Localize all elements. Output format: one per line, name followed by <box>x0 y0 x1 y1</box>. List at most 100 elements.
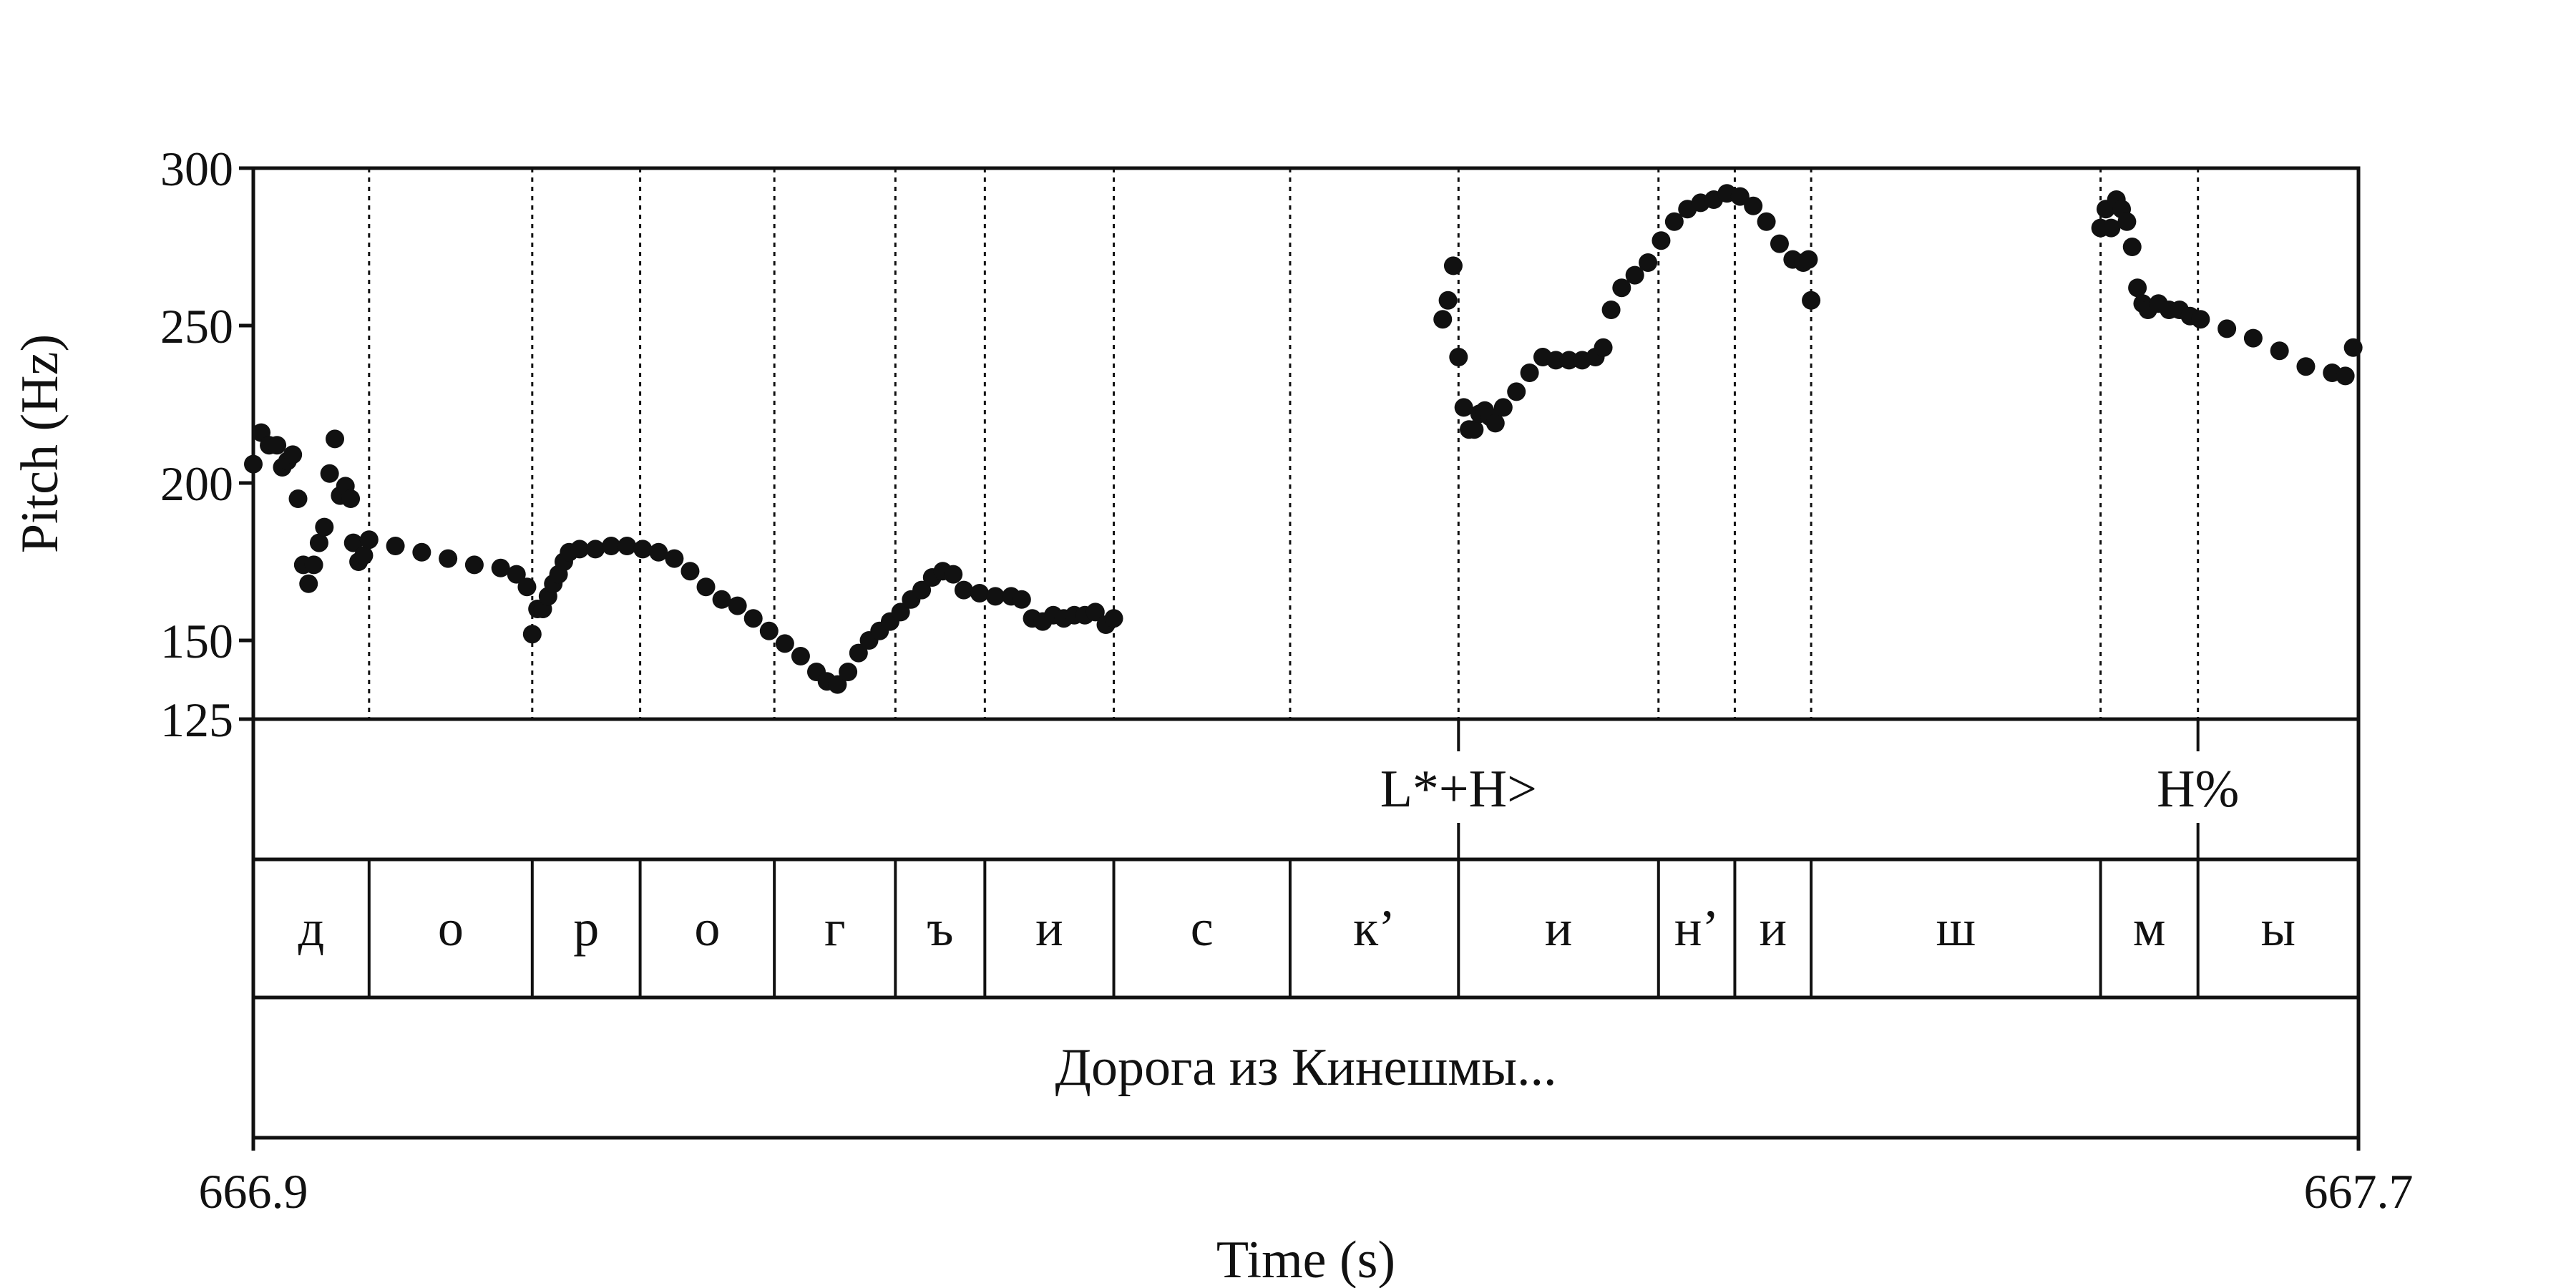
x-tick-label-end: 667.7 <box>2304 1164 2414 1219</box>
pitch-point-91 <box>1493 398 1513 417</box>
pitch-point-80 <box>1433 310 1453 329</box>
segment-labels: д о р о г ъ и с к’ и н’ и ш м ы <box>298 899 2296 957</box>
pitch-point-65 <box>944 565 963 584</box>
pitch-point-46 <box>712 590 731 609</box>
pitch-point-103 <box>1639 253 1658 272</box>
pitch-point-67 <box>970 584 989 602</box>
word-label-0: Дорога из Кинешмы... <box>1055 1038 1557 1097</box>
pitch-point-11 <box>309 533 328 552</box>
pitch-point-92 <box>1507 382 1526 401</box>
pitch-point-123 <box>2117 212 2137 231</box>
x-axis-label: Time (s) <box>1216 1231 1395 1288</box>
word-tier <box>251 995 2361 1140</box>
segment-label-1: о <box>438 899 464 957</box>
pitch-point-83 <box>1449 348 1468 366</box>
pitch-point-54 <box>828 675 847 694</box>
pitch-point-13 <box>320 464 339 483</box>
pitch-point-43 <box>665 549 684 568</box>
pitch-point-47 <box>728 596 747 615</box>
segment-label-14: ы <box>2261 899 2296 957</box>
segment-label-11: и <box>1759 899 1787 957</box>
pitch-point-50 <box>775 634 794 653</box>
pitch-point-70 <box>1012 590 1031 609</box>
segment-label-5: ъ <box>927 899 953 957</box>
segment-label-8: к’ <box>1353 899 1395 957</box>
y-axis-ticks: 125 150 200 250 300 <box>160 142 253 747</box>
segment-label-12: ш <box>1936 899 1976 957</box>
word-labels: Дорога из Кинешмы... <box>1055 1038 1557 1097</box>
pitch-point-20 <box>354 546 374 565</box>
pitch-point-9 <box>299 574 318 593</box>
pitch-point-132 <box>2191 310 2210 329</box>
pitch-point-113 <box>1770 234 1789 253</box>
pitch-point-120 <box>2102 218 2121 238</box>
pitch-point-138 <box>2336 366 2355 386</box>
pitch-point-56 <box>849 643 868 663</box>
pitch-point-84 <box>1454 398 1473 417</box>
pitch-point-77 <box>1085 602 1105 622</box>
segment-boundary-lines <box>367 168 2200 997</box>
pitch-point-23 <box>412 542 431 562</box>
pitch-point-62 <box>912 580 932 600</box>
pitch-point-112 <box>1757 212 1776 231</box>
pitch-point-117 <box>1802 291 1821 310</box>
pitch-point-55 <box>839 663 858 681</box>
segment-label-9: и <box>1545 899 1573 957</box>
pitch-point-124 <box>2122 238 2142 256</box>
pitch-point-17 <box>341 489 361 508</box>
segment-label-10: н’ <box>1674 899 1719 957</box>
pitch-point-116 <box>1799 250 1818 269</box>
pitch-point-102 <box>1625 265 1644 285</box>
pitch-point-48 <box>743 609 763 628</box>
segment-label-3: о <box>694 899 720 957</box>
pitch-point-111 <box>1744 196 1763 215</box>
pitch-point-133 <box>2218 319 2237 338</box>
pitch-point-39 <box>602 537 621 555</box>
y-axis-label: Pitch (Hz) <box>11 334 69 553</box>
pitch-point-136 <box>2296 357 2316 376</box>
segment-tier <box>251 857 2361 1000</box>
pitch-point-99 <box>1594 338 1613 357</box>
pitch-point-42 <box>649 542 668 562</box>
pitch-point-10 <box>304 555 323 575</box>
pitch-point-93 <box>1520 364 1539 382</box>
segment-label-0: д <box>298 899 325 957</box>
pitch-point-21 <box>359 530 379 550</box>
pitch-point-96 <box>1559 351 1579 370</box>
pitch-point-12 <box>315 517 334 537</box>
pitch-point-105 <box>1664 212 1684 231</box>
pitch-point-79 <box>1104 609 1123 628</box>
pitch-point-125 <box>2128 278 2147 298</box>
pitch-point-24 <box>439 549 458 568</box>
segment-label-7: с <box>1191 899 1214 957</box>
pitch-point-66 <box>954 580 973 600</box>
y-tick-label-0: 125 <box>160 693 233 747</box>
pitch-point-81 <box>1438 291 1458 310</box>
pitch-point-82 <box>1443 256 1463 275</box>
pitch-point-135 <box>2270 341 2289 361</box>
tone-label-1: H% <box>2157 760 2239 819</box>
tone-tier <box>251 717 2361 862</box>
x-tick-label-start: 666.9 <box>199 1164 308 1219</box>
pitch-points <box>244 184 2363 694</box>
pitch-point-38 <box>586 540 605 559</box>
pitch-point-100 <box>1601 301 1621 319</box>
pitch-point-51 <box>791 647 810 665</box>
pitch-point-44 <box>680 562 700 581</box>
pitch-point-110 <box>1730 187 1750 206</box>
tone-label-0: L*+H> <box>1380 760 1537 819</box>
segment-label-6: и <box>1035 899 1063 957</box>
pitch-point-60 <box>891 602 910 622</box>
annotation-tiers: L*+H> H% д о р о г ъ и с к’ и н’ и ш м ы Дорога из Кине… <box>251 717 2361 1140</box>
pitch-point-45 <box>696 577 716 597</box>
pitch-point-41 <box>633 540 653 559</box>
y-tick-label-2: 200 <box>160 457 233 511</box>
pitch-point-40 <box>618 537 637 555</box>
x-axis: 666.9 667.7 Time (s) <box>199 1138 2414 1288</box>
pitch-point-29 <box>522 625 542 644</box>
y-tick-label-1: 150 <box>160 614 233 668</box>
pitch-point-27 <box>507 565 526 584</box>
pitch-point-26 <box>491 558 510 577</box>
pitch-point-95 <box>1546 351 1566 370</box>
pitch-point-86 <box>1465 420 1484 439</box>
